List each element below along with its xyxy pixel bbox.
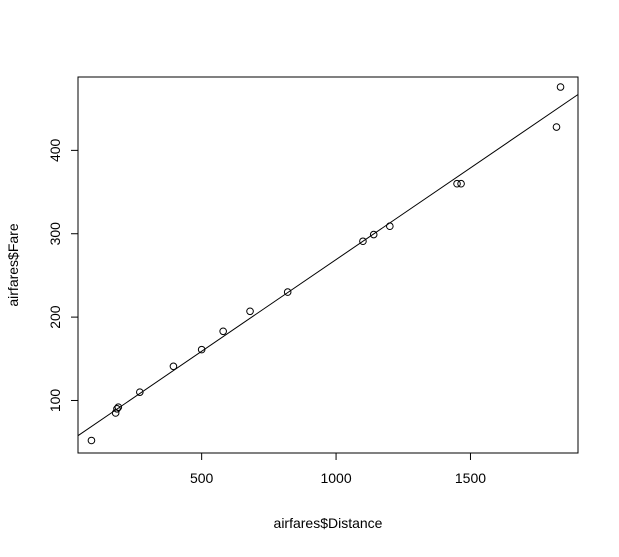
fit-line-group [77, 94, 579, 437]
x-tick-label: 1000 [320, 470, 351, 486]
data-point [136, 388, 144, 396]
x-axis-label: airfares$Distance [274, 515, 383, 531]
data-point [556, 83, 565, 91]
y-tick-label: 200 [47, 305, 63, 329]
y-tick-label: 100 [47, 389, 63, 413]
data-point [246, 307, 254, 316]
data-point [169, 362, 178, 371]
y-tick-label: 400 [47, 138, 63, 162]
data-point [113, 405, 121, 413]
y-tick-label: 300 [47, 222, 63, 246]
plot-frame [77, 76, 579, 454]
data-point [87, 436, 96, 445]
x-tick-label: 1500 [455, 470, 486, 486]
x-axis: 500 1000 1500 [190, 453, 486, 486]
y-axis: 100 200 300 400 [47, 138, 78, 412]
data-point [552, 123, 561, 131]
y-axis-label: airfares$Fare [5, 223, 21, 306]
data-point [219, 327, 227, 336]
data-point [453, 179, 461, 188]
x-tick-label: 500 [190, 470, 214, 486]
data-point [359, 237, 367, 246]
data-point [457, 179, 465, 188]
fit-line [77, 94, 579, 437]
data-points [87, 83, 565, 445]
data-point [369, 230, 378, 239]
data-point [114, 403, 123, 411]
data-point [283, 288, 292, 296]
